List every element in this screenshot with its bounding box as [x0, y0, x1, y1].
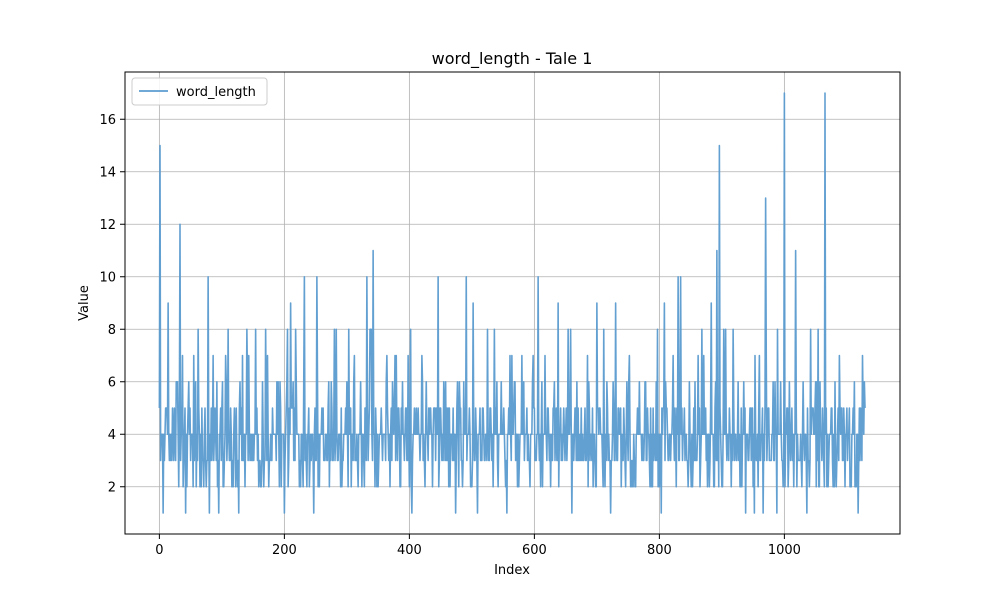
series-group [158, 92, 866, 514]
x-axis: 0 200 400 600 800 1000 [155, 534, 801, 558]
x-tick-label: 0 [155, 543, 163, 558]
y-tick-label: 8 [108, 323, 116, 338]
plot-frame [124, 71, 901, 535]
legend-box [131, 77, 268, 106]
y-axis: 2 4 6 8 10 12 14 16 [99, 113, 125, 495]
y-tick-label: 2 [108, 480, 116, 495]
chart-title: word_length - Tale 1 [432, 49, 593, 69]
y-tick-label: 6 [108, 375, 116, 390]
x-axis-label: Index [494, 563, 530, 578]
y-tick-label: 14 [99, 165, 116, 180]
x-tick-label: 1000 [768, 543, 801, 558]
x-tick-label: 600 [522, 543, 547, 558]
legend-label: word_length [176, 85, 256, 100]
x-tick-label: 200 [272, 543, 297, 558]
y-tick-label: 16 [99, 113, 116, 128]
y-axis-label: Value [77, 285, 92, 321]
series-line-word-length [158, 92, 866, 514]
y-tick-label: 4 [108, 428, 116, 443]
legend: word_length [131, 77, 268, 106]
y-tick-label: 12 [99, 218, 116, 233]
y-tick-label: 10 [99, 270, 116, 285]
x-tick-label: 400 [397, 543, 422, 558]
x-tick-label: 800 [647, 543, 672, 558]
